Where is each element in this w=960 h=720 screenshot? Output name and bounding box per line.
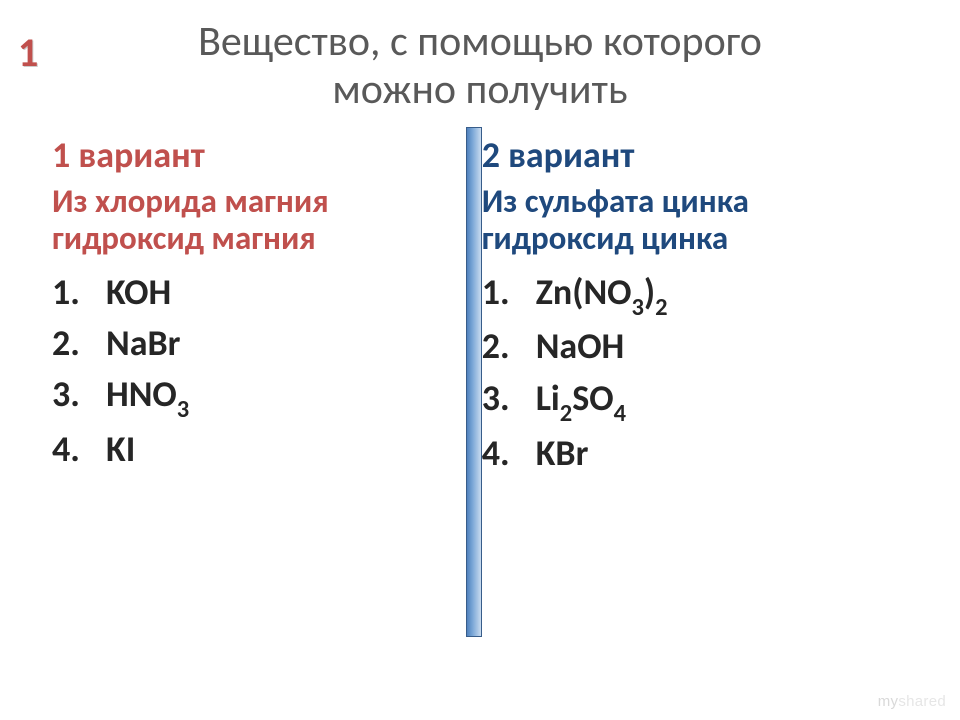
- variant-1-prompt: Из хлорида магния гидроксид магния: [52, 183, 438, 257]
- watermark: myshared: [878, 693, 946, 710]
- variant-2-option: NaOH: [482, 321, 908, 372]
- variant-2-options: Zn(NO3)2 NaOH Li2SO4 KBr: [482, 267, 908, 479]
- variant-1-option: NaBr: [52, 318, 438, 369]
- column-divider: [466, 127, 482, 637]
- variant-1-column: 1 вариант Из хлорида магния гидроксид ма…: [30, 133, 460, 479]
- title-line-2: можно получить: [332, 64, 627, 115]
- title-line-1: Вещество, с помощью которого: [198, 16, 762, 67]
- variant-1-option: KOH: [52, 267, 438, 318]
- variant-1-option: HNO3: [52, 369, 438, 424]
- variant-2-prompt-line2: гидроксид цинка: [482, 218, 729, 258]
- columns-container: 1 вариант Из хлорида магния гидроксид ма…: [0, 127, 960, 479]
- variant-1-option: KI: [52, 424, 438, 475]
- variant-2-prompt-line1: Из сульфата цинка: [482, 181, 749, 221]
- variant-1-prompt-line2: гидроксид магния: [52, 218, 316, 258]
- variant-2-prompt: Из сульфата цинка гидроксид цинка: [482, 183, 908, 257]
- variant-1-options: KOH NaBr HNO3 KI: [52, 267, 438, 475]
- page-title: Вещество, с помощью которого можно получ…: [0, 0, 960, 127]
- variant-1-heading: 1 вариант: [52, 133, 438, 177]
- variant-1-prompt-line1: Из хлорида магния: [52, 181, 329, 221]
- variant-2-option: Li2SO4: [482, 373, 908, 428]
- slide-number: 1: [18, 28, 38, 77]
- variant-2-heading: 2 вариант: [482, 133, 908, 177]
- variant-2-column: 2 вариант Из сульфата цинка гидроксид ци…: [460, 133, 930, 479]
- variant-2-option: KBr: [482, 428, 908, 479]
- variant-2-option: Zn(NO3)2: [482, 267, 908, 322]
